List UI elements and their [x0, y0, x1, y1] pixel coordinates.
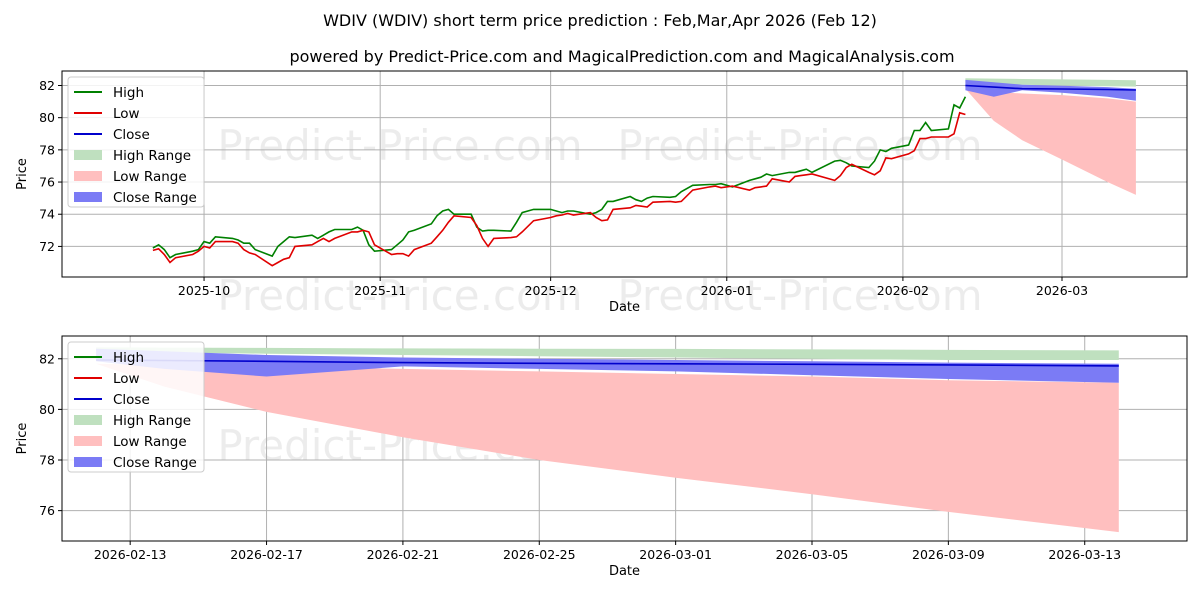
high-range-band [96, 347, 1119, 360]
watermark-text: Predict-Price.com [217, 271, 582, 320]
x-tick-label: 2025-10 [178, 283, 230, 298]
y-tick-label: 76 [39, 175, 55, 190]
high-price-line [152, 96, 967, 259]
legend-label: Low [113, 371, 140, 387]
chart-subtitle: powered by Predict-Price.com and Magical… [289, 47, 954, 66]
x-tick-label: 2026-02 [877, 283, 929, 298]
plot-frame [61, 335, 1188, 542]
legend-swatch-close-range [74, 457, 102, 467]
y-tick-label: 82 [39, 351, 55, 366]
low-price-line [152, 111, 966, 267]
x-tick-label: 2026-03-01 [639, 547, 712, 562]
legend-label: Close Range [113, 455, 197, 471]
x-axis-label: Date [609, 300, 640, 315]
plot-area [152, 78, 1136, 267]
x-tick-label: 2025-11 [354, 283, 406, 298]
watermark-text: Predict-Price.com [217, 121, 582, 170]
y-tick-label: 80 [39, 110, 55, 125]
x-tick-label: 2026-03 [1036, 283, 1088, 298]
y-tick-label: 82 [39, 78, 55, 93]
legend-label: Low Range [113, 169, 187, 185]
history-panel: Predict-Price.com Predict-Price.com Predic… [15, 70, 1188, 320]
x-tick-label: 2026-02-25 [503, 547, 576, 562]
y-tick-label: 78 [39, 453, 55, 468]
high-range-band [965, 78, 1136, 87]
x-tick-label: 2026-03-13 [1048, 547, 1121, 562]
legend-swatch-low-range [74, 171, 102, 181]
y-tick-label: 78 [39, 142, 55, 157]
x-tick-label: 2025-12 [525, 283, 577, 298]
plot-area [96, 347, 1119, 533]
legend-swatch-low-range [74, 436, 102, 446]
x-tick-label: 2026-02-21 [367, 547, 440, 562]
legend: High Low Close High Range Low Range Close Ran… [67, 341, 205, 473]
close-range-band [96, 348, 1119, 383]
legend-label: Low Range [113, 434, 187, 450]
x-tick-label: 2026-02-13 [94, 547, 167, 562]
x-tick-label: 2026-03-05 [776, 547, 849, 562]
legend-label: Low [113, 106, 140, 122]
y-axis-label: Price [15, 423, 30, 455]
x-tick-label: 2026-01 [701, 283, 753, 298]
x-tick-label: 2026-03-09 [912, 547, 985, 562]
legend-label: High Range [113, 413, 191, 429]
legend-swatch-high-range [74, 150, 102, 160]
y-tick-label: 74 [39, 207, 55, 222]
legend-label: Close [113, 392, 150, 408]
legend-label: Close [113, 127, 150, 143]
watermark-text: Predict-Price.com [617, 271, 982, 320]
legend-label: High [113, 85, 144, 101]
y-axis-label: Price [15, 158, 30, 190]
legend-label: High [113, 350, 144, 366]
forecast-panel: Predict-Price.comPredict-Price.com2026-0… [15, 335, 1188, 579]
plot-frame [61, 70, 1188, 278]
legend-label: High Range [113, 148, 191, 164]
legend: High Low Close High Range Low Range Close Ran… [67, 76, 205, 208]
x-axis-label: Date [609, 564, 640, 579]
y-tick-label: 80 [39, 402, 55, 417]
legend-swatch-close-range [74, 192, 102, 202]
y-tick-label: 72 [39, 239, 55, 254]
x-tick-label: 2026-02-17 [230, 547, 303, 562]
chart-title: WDIV (WDIV) short term price prediction … [323, 11, 877, 30]
legend-label: Close Range [113, 190, 197, 206]
watermark-text: Predict-Price.com [617, 121, 982, 170]
low-range-band [96, 363, 1119, 533]
close-forecast-line [965, 84, 1136, 91]
legend-swatch-high-range [74, 415, 102, 425]
close-range-band [965, 79, 1136, 101]
y-tick-label: 76 [39, 503, 55, 518]
low-range-band [965, 88, 1136, 195]
